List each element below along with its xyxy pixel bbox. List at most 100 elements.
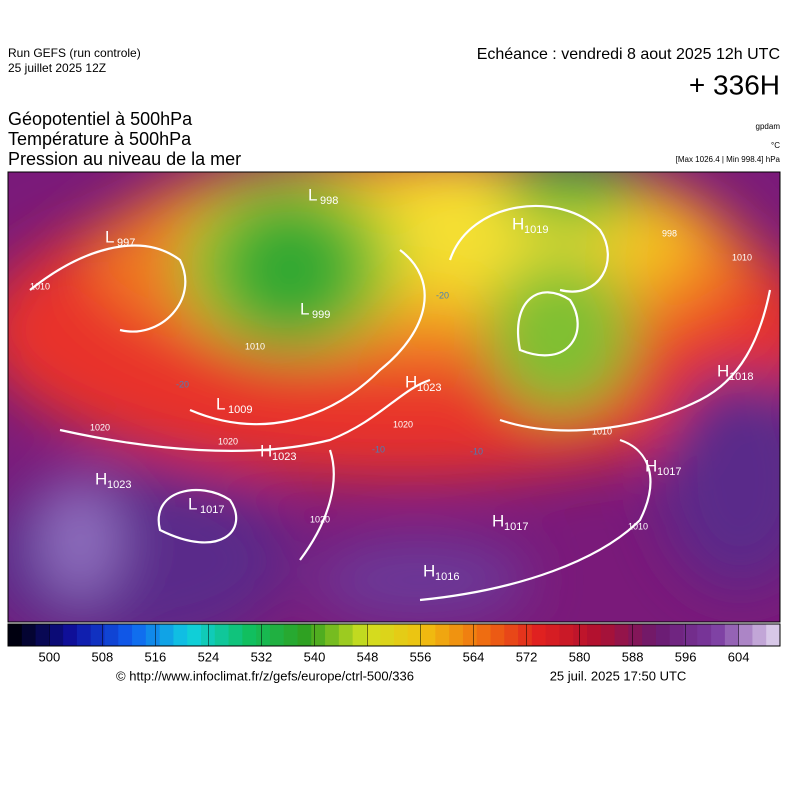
- isobar-label: 998: [662, 228, 677, 238]
- colorbar-cell: [242, 624, 257, 646]
- colorbar-cell: [90, 624, 105, 646]
- center-value: 998: [320, 195, 338, 207]
- colorbar-tick-label: 516: [145, 649, 167, 664]
- colorbar-cell: [394, 624, 409, 646]
- colorbar-cell: [283, 624, 298, 646]
- colorbar-cell: [669, 624, 684, 646]
- center-kind: H: [423, 561, 435, 580]
- unit: gpdam: [756, 122, 781, 131]
- colorbar-cell: [214, 624, 230, 646]
- colorbar-cell: [504, 624, 519, 646]
- colorbar-cell: [752, 624, 767, 646]
- colorbar-cell: [559, 624, 574, 646]
- title: Température à 500hPa: [8, 129, 192, 149]
- colorbar-cell: [655, 624, 671, 646]
- colorbar-tick-label: 604: [728, 649, 750, 664]
- colorbar-cell: [462, 624, 478, 646]
- unit: [Max 1026.4 | Min 998.4] hPa: [676, 155, 781, 164]
- temperature-label: -10: [470, 446, 483, 456]
- colorbar-cell: [159, 624, 174, 646]
- colorbar-cell: [614, 624, 629, 646]
- colorbar-cell: [49, 624, 64, 646]
- colorbar-cell: [228, 624, 243, 646]
- center-value: 1017: [657, 466, 681, 478]
- colorbar-cell: [600, 624, 616, 646]
- temperature-label: -20: [436, 290, 449, 300]
- center-kind: H: [405, 372, 417, 391]
- isobar-label: 1020: [218, 436, 238, 446]
- isobar-label: 1020: [393, 419, 413, 429]
- colorbar-cell: [63, 624, 78, 646]
- title: Pression au niveau de la mer: [8, 149, 241, 169]
- title: Géopotentiel à 500hPa: [8, 109, 193, 129]
- center-value: 1017: [504, 521, 528, 533]
- map: [8, 172, 780, 622]
- colorbar-tick-label: 508: [92, 649, 114, 664]
- center-kind: H: [95, 469, 107, 488]
- colorbar-cell: [587, 624, 602, 646]
- colorbar-cell: [311, 624, 326, 646]
- colorbar-cell: [76, 624, 92, 646]
- temperature-label: -20: [176, 379, 189, 389]
- center-value: 1017: [200, 504, 224, 516]
- colorbar-cell: [380, 624, 395, 646]
- isobar-label: 1020: [90, 422, 110, 432]
- center-value: 1009: [228, 404, 252, 416]
- center-kind: H: [260, 441, 272, 460]
- colorbar-cell: [256, 624, 271, 646]
- colorbar-cell: [407, 624, 423, 646]
- colorbar-cell: [352, 624, 367, 646]
- isobar-label: 1010: [245, 341, 265, 351]
- colorbar-tick-label: 524: [198, 649, 220, 664]
- center-value: 1019: [524, 224, 548, 236]
- colorbar-cell: [269, 624, 285, 646]
- colorbar-tick-label: 588: [622, 649, 644, 664]
- colorbar-cell: [476, 624, 491, 646]
- colorbar-cell: [104, 624, 119, 646]
- center-value: 1023: [272, 451, 296, 463]
- lead-time: + 336H: [689, 69, 780, 100]
- colorbar-cell: [724, 624, 740, 646]
- colorbar-cell: [435, 624, 450, 646]
- center-kind: H: [512, 214, 524, 233]
- center-kind: L: [105, 227, 114, 246]
- center-kind: L: [308, 185, 317, 204]
- colorbar-cell: [573, 624, 588, 646]
- colorbar-tick-label: 556: [410, 649, 432, 664]
- colorbar-cell: [366, 624, 381, 646]
- colorbar-cell: [201, 624, 216, 646]
- colorbar-cell: [173, 624, 188, 646]
- colorbar-cell: [711, 624, 726, 646]
- colorbar-tick-label: 548: [357, 649, 379, 664]
- colorbar-cell: [21, 624, 37, 646]
- colorbar-cell: [35, 624, 50, 646]
- colorbar-cell: [132, 624, 147, 646]
- colorbar-cell: [297, 624, 312, 646]
- source: © http://www.infoclimat.fr/z/gefs/europe…: [116, 668, 414, 683]
- run-date: 25 juillet 2025 12Z: [8, 61, 106, 75]
- center-value: 1023: [107, 479, 131, 491]
- colorbar-cell: [545, 624, 560, 646]
- colorbar-cell: [449, 624, 464, 646]
- run: Run GEFS (run controle): [8, 46, 141, 60]
- center-kind: L: [216, 394, 225, 413]
- unit: °C: [771, 141, 780, 150]
- colorbar-cell: [118, 624, 133, 646]
- center-value: 1016: [435, 571, 459, 583]
- temperature-label: -10: [372, 444, 385, 454]
- center-value: 997: [117, 237, 135, 249]
- colorbar-cell: [338, 624, 354, 646]
- colorbar-cell: [421, 624, 436, 646]
- colorbar-tick-label: 572: [516, 649, 538, 664]
- colorbar-cell: [325, 624, 340, 646]
- colorbar-cell: [738, 624, 753, 646]
- center-kind: L: [300, 299, 309, 318]
- colorbar-tick-label: 540: [304, 649, 326, 664]
- colorbar-tick-label: 596: [675, 649, 697, 664]
- colorbar-cell: [642, 624, 657, 646]
- colorbar-cell: [683, 624, 698, 646]
- isobar-label: 1010: [732, 252, 752, 262]
- colorbar-cell: [697, 624, 712, 646]
- center-kind: H: [717, 361, 729, 380]
- isobar-label: 1010: [628, 521, 648, 531]
